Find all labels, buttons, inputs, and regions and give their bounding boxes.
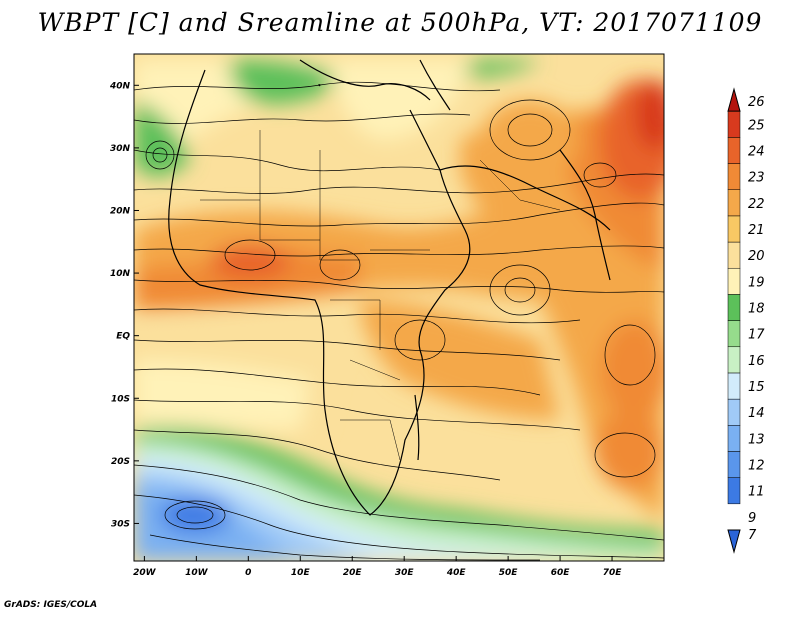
colorbar-label: 17 [748,328,765,343]
colorbar-segment [727,163,741,190]
lon-tick-label: 50E [499,568,519,578]
colorbar-segment [727,477,741,505]
colorbar-label: 20 [748,249,765,264]
colorbar-label: 22 [748,197,765,212]
lon-tick-label: 20E [343,568,363,578]
lat-tick-label: 10N [110,269,131,279]
colorbar-segment [727,346,741,374]
credit-text: GrADS: IGES/COLA [4,600,98,610]
lon-tick-label: 40E [446,568,467,578]
lat-tick-label: 30N [110,144,131,154]
colorbar-segment [727,294,741,321]
colorbar-segment [727,372,741,400]
axis-ticks: 20W 10W 0 10E 20E 30E 40E 50E 60E 70E 40N 30N 20N 10N… [109,81,622,578]
lon-tick-label: 20W [133,568,157,578]
colorbar-label: 15 [748,380,765,395]
country-borders [200,130,561,461]
lat-tick-label: 20S [111,457,130,467]
lat-tick-label: 20N [110,206,131,216]
colorbar-segment [727,451,741,478]
lon-tick-label: 30E [395,568,415,578]
colorbar-label: 23 [748,171,765,186]
colorbar-segment [727,110,741,138]
lon-tick-label: 60E [551,568,571,578]
colorbar-label: 21 [748,223,765,238]
colorbar-segment [727,189,741,217]
colorbar-segment [727,267,741,295]
colorbar-label: 12 [748,459,765,474]
colorbar-label: 14 [748,406,765,421]
colorbar-high-arrow [727,87,741,112]
map-frame [133,53,665,562]
colorbar-label: 13 [748,432,765,447]
colorbar: 7 9 11 12 13 14 15 16 17 18 19 20 21 22 23 24 25 26 [727,87,765,554]
colorbar-segment [727,137,741,164]
colorbar-segment [727,215,741,243]
colorbar-label: 11 [748,485,765,500]
colorbar-label: 9 [748,511,756,526]
colorbar-segment [727,320,741,348]
colorbar-low-arrow [727,529,741,554]
lon-tick-label: 10W [185,568,209,578]
colorbar-label: 25 [748,118,765,133]
lat-tick-label: EQ [116,332,130,342]
colorbar-label: 18 [748,302,765,317]
chart-title: WBPT [C] and Sreamline at 500hPa, VT: 20… [37,8,763,37]
lat-tick-label: 40N [109,81,131,91]
streamlines [134,81,664,561]
colorbar-label: 16 [748,354,765,369]
colorbar-segment [727,425,741,452]
colorbar-label: 26 [748,95,765,110]
lon-tick-label: 10E [291,568,311,578]
colorbar-label: 19 [748,275,765,290]
lon-tick-label: 0 [245,568,251,578]
wbpt-shading [134,54,664,561]
coastlines [168,59,611,516]
lon-tick-label: 70E [603,568,623,578]
colorbar-label: 7 [748,528,757,543]
lat-tick-label: 10S [111,394,130,404]
colorbar-label: 24 [748,144,765,159]
lat-tick-label: 30S [111,519,130,529]
colorbar-segment [727,241,741,269]
colorbar-segment [727,398,741,426]
